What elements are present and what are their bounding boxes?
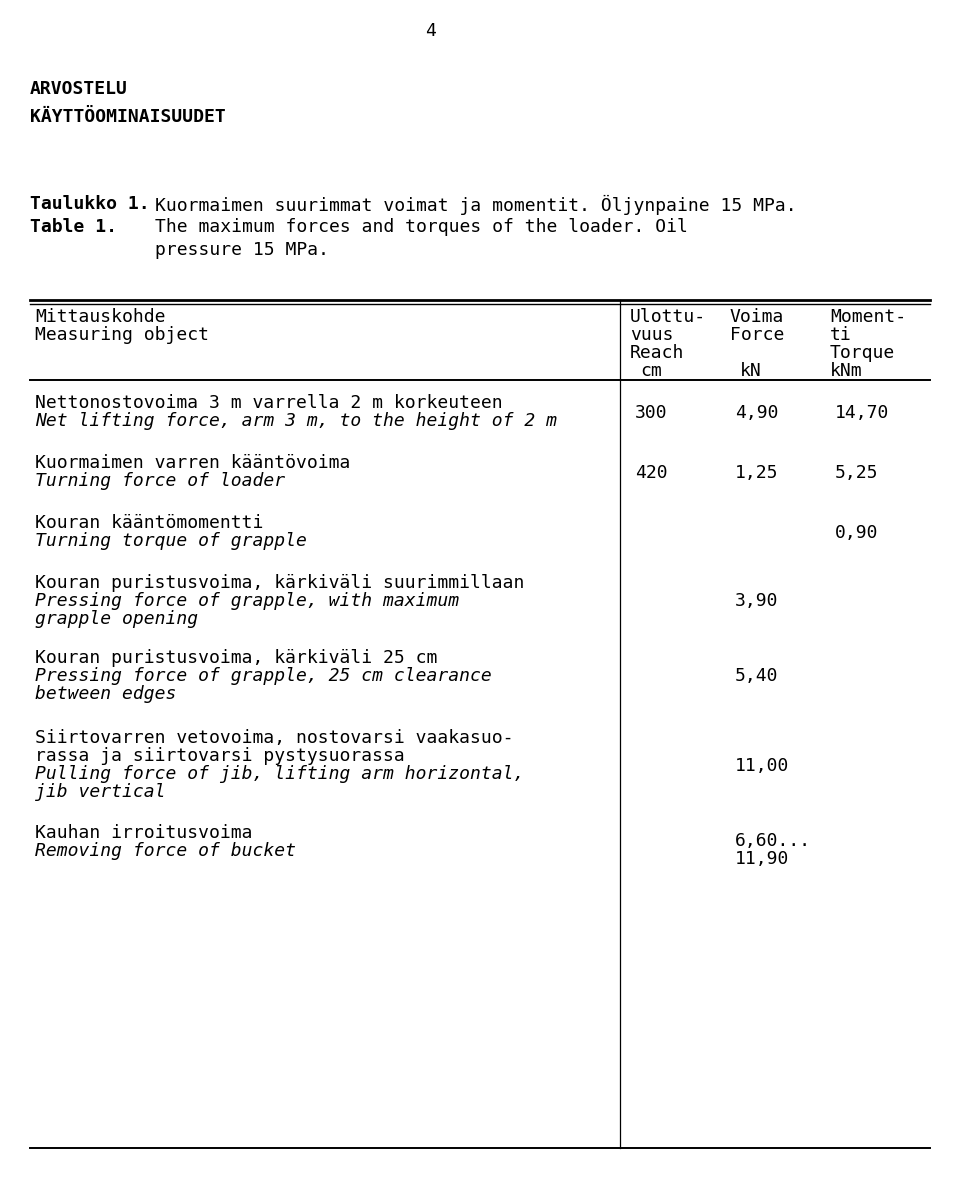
Text: KÄYTTÖOMINAISUUDET: KÄYTTÖOMINAISUUDET xyxy=(30,108,226,126)
Text: Kouran puristusvoima, kärkiväli suurimmillaan: Kouran puristusvoima, kärkiväli suurimmi… xyxy=(35,574,524,592)
Text: 14,70: 14,70 xyxy=(835,404,889,423)
Text: 3,90: 3,90 xyxy=(735,592,779,610)
Text: Force: Force xyxy=(730,326,784,344)
Text: 5,25: 5,25 xyxy=(835,464,878,483)
Text: 1,25: 1,25 xyxy=(735,464,779,483)
Text: 11,00: 11,00 xyxy=(735,757,789,774)
Text: vuus: vuus xyxy=(630,326,674,344)
Text: 4,90: 4,90 xyxy=(735,404,779,423)
Text: Pressing force of grapple, 25 cm clearance: Pressing force of grapple, 25 cm clearan… xyxy=(35,667,492,685)
Text: 420: 420 xyxy=(635,464,667,483)
Text: kN: kN xyxy=(740,363,761,380)
Text: jib vertical: jib vertical xyxy=(35,783,165,802)
Text: Mittauskohde: Mittauskohde xyxy=(35,308,165,326)
Text: 11,90: 11,90 xyxy=(735,850,789,867)
Text: Torque: Torque xyxy=(830,344,896,363)
Text: 4: 4 xyxy=(424,22,436,40)
Text: Siirtovarren vetovoima, nostovarsi vaakasuo-: Siirtovarren vetovoima, nostovarsi vaaka… xyxy=(35,729,514,747)
Text: Kauhan irroitusvoima: Kauhan irroitusvoima xyxy=(35,824,252,842)
Text: cm: cm xyxy=(640,363,661,380)
Text: Measuring object: Measuring object xyxy=(35,326,209,344)
Text: kNm: kNm xyxy=(830,363,863,380)
Text: Kuormaimen varren kääntövoima: Kuormaimen varren kääntövoima xyxy=(35,454,350,472)
Text: Voima: Voima xyxy=(730,308,784,326)
Text: Taulukko 1.: Taulukko 1. xyxy=(30,195,150,213)
Text: Kouran kääntömomentti: Kouran kääntömomentti xyxy=(35,514,263,532)
Text: ARVOSTELU: ARVOSTELU xyxy=(30,80,128,98)
Text: Ulottu-: Ulottu- xyxy=(630,308,707,326)
Text: Kuormaimen suurimmat voimat ja momentit. Öljynpaine 15 MPa.: Kuormaimen suurimmat voimat ja momentit.… xyxy=(155,195,797,215)
Text: Reach: Reach xyxy=(630,344,684,363)
Text: Pulling force of jib, lifting arm horizontal,: Pulling force of jib, lifting arm horizo… xyxy=(35,765,524,783)
Text: Turning force of loader: Turning force of loader xyxy=(35,472,285,490)
Text: grapple opening: grapple opening xyxy=(35,610,198,629)
Text: pressure 15 MPa.: pressure 15 MPa. xyxy=(155,241,329,259)
Text: ti: ti xyxy=(830,326,852,344)
Text: Net lifting force, arm 3 m, to the height of 2 m: Net lifting force, arm 3 m, to the heigh… xyxy=(35,412,557,430)
Text: rassa ja siirtovarsi pystysuorassa: rassa ja siirtovarsi pystysuorassa xyxy=(35,747,405,765)
Text: Kouran puristusvoima, kärkiväli 25 cm: Kouran puristusvoima, kärkiväli 25 cm xyxy=(35,649,438,667)
Text: Pressing force of grapple, with maximum: Pressing force of grapple, with maximum xyxy=(35,592,459,610)
Text: The maximum forces and torques of the loader. Oil: The maximum forces and torques of the lo… xyxy=(155,218,688,237)
Text: Removing force of bucket: Removing force of bucket xyxy=(35,842,296,860)
Text: between edges: between edges xyxy=(35,685,177,703)
Text: Nettonostovoima 3 m varrella 2 m korkeuteen: Nettonostovoima 3 m varrella 2 m korkeut… xyxy=(35,394,503,412)
Text: 0,90: 0,90 xyxy=(835,524,878,541)
Text: 5,40: 5,40 xyxy=(735,667,779,685)
Text: Turning torque of grapple: Turning torque of grapple xyxy=(35,532,307,550)
Text: 6,60...: 6,60... xyxy=(735,832,811,850)
Text: Moment-: Moment- xyxy=(830,308,906,326)
Text: 300: 300 xyxy=(635,404,667,423)
Text: Table 1.: Table 1. xyxy=(30,218,117,237)
